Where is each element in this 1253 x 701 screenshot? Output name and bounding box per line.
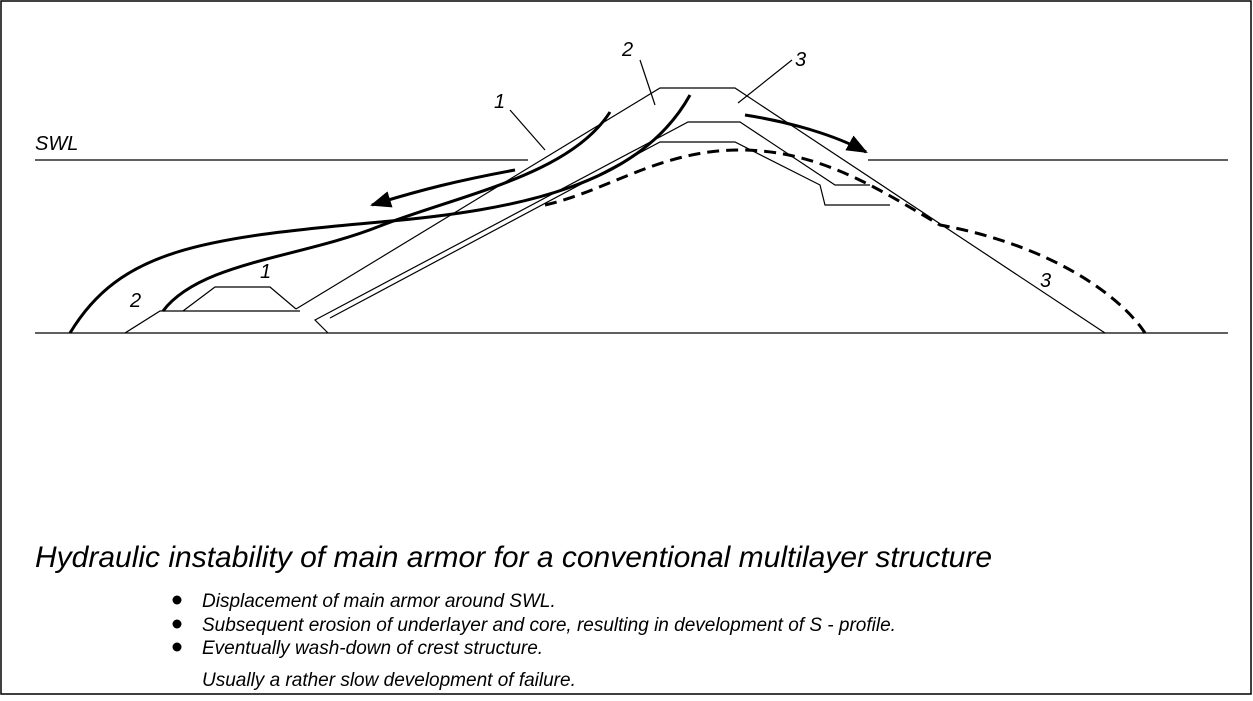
bullet: Eventually wash-down of crest structure. <box>202 638 543 659</box>
marker: 3 <box>1040 270 1051 292</box>
failure-profile-1 <box>161 111 612 312</box>
marker: 1 <box>494 91 505 113</box>
leader <box>737 59 793 104</box>
bullet: Displacement of main armor around SWL. <box>202 591 556 612</box>
marker: 1 <box>260 261 271 283</box>
caption-title: Hydraulic instability of main armor for … <box>35 541 992 574</box>
breakwater-section: SWL 2 3 1 1 2 3 <box>35 39 1228 334</box>
marker: 2 <box>621 39 633 61</box>
failure-profile-3 <box>544 148 1147 334</box>
arrow <box>744 113 868 154</box>
leader <box>509 109 546 151</box>
failure-profile-2 <box>68 94 692 334</box>
note: Usually a rather slow development of fai… <box>202 670 576 691</box>
marker: 2 <box>129 290 141 312</box>
marker: 3 <box>795 49 806 71</box>
bullet-dot <box>172 619 182 629</box>
bullet-dot <box>172 595 182 605</box>
leader <box>639 59 656 106</box>
toe-berm <box>182 286 297 312</box>
bullet-dot <box>172 642 182 652</box>
bullet: Subsequent erosion of underlayer and cor… <box>202 615 896 636</box>
arrow <box>369 168 516 208</box>
caption: Hydraulic instability of main armor for … <box>35 541 992 691</box>
underlayer <box>314 121 870 334</box>
toe-base <box>124 310 300 334</box>
swl-label: SWL <box>35 133 78 155</box>
armor-outline <box>295 87 1106 334</box>
